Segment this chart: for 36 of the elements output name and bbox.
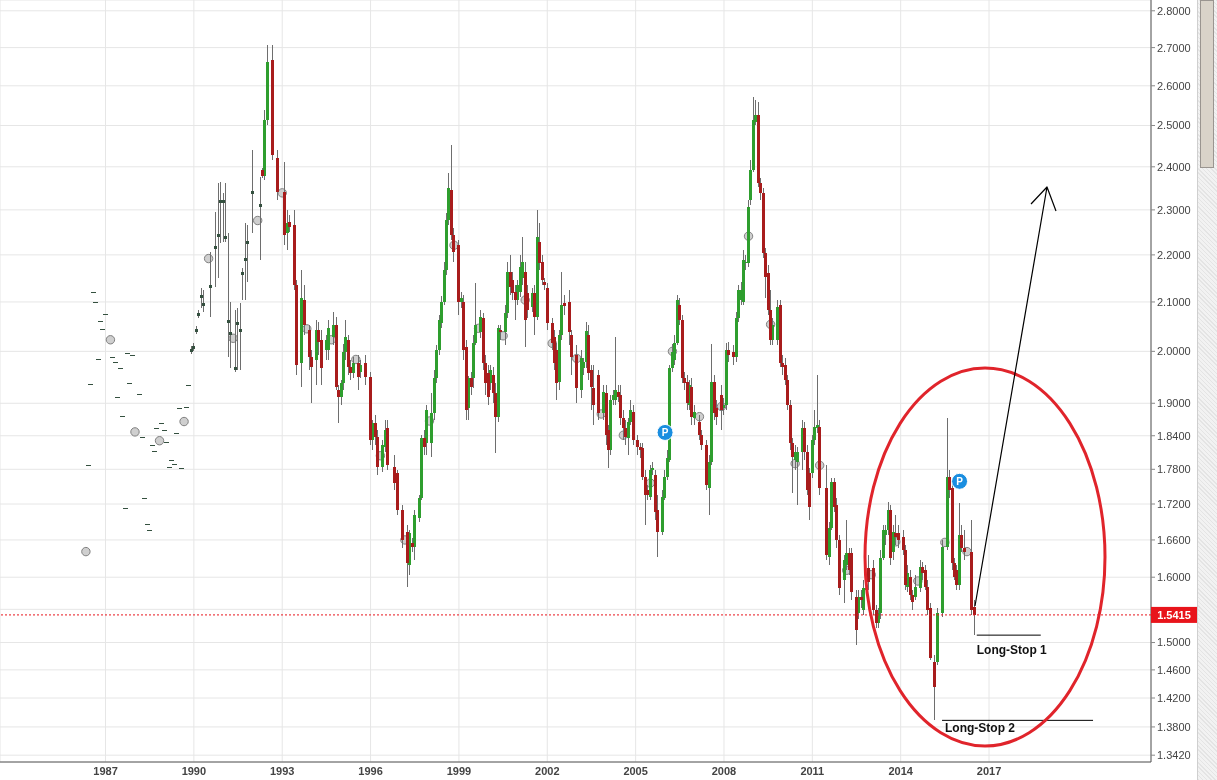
annotation: P: [956, 475, 964, 487]
y-tick-label: 2.6000: [1157, 79, 1191, 92]
y-tick-label: 1.6000: [1157, 571, 1191, 584]
x-tick-label: 1999: [446, 764, 472, 777]
x-tick-label: 2017: [976, 764, 1002, 777]
x-tick-label: 2008: [711, 764, 737, 777]
y-tick-label: 1.6600: [1157, 533, 1191, 546]
y-tick-label: 2.2000: [1157, 248, 1191, 261]
ref-line-label: 1.5415: [1157, 608, 1191, 621]
y-tick-label: 1.9000: [1157, 397, 1191, 410]
y-tick-label: 1.4200: [1157, 691, 1191, 704]
x-tick-label: 2002: [535, 764, 560, 777]
y-tick-label: 2.7000: [1157, 41, 1191, 54]
y-tick-label: 1.4600: [1157, 663, 1191, 676]
annotation: P: [661, 427, 669, 439]
x-tick-label: 1996: [358, 764, 383, 777]
y-tick-label: 2.0000: [1157, 345, 1191, 358]
x-tick-label: 2014: [888, 764, 914, 777]
y-tick-label: 1.3800: [1157, 720, 1191, 733]
y-tick-label: 2.8000: [1157, 4, 1191, 17]
x-tick-label: 1990: [181, 764, 207, 777]
annotation: Long-Stop 1: [976, 643, 1048, 658]
annotation: Long-Stop 2: [945, 721, 1016, 736]
y-tick-label: 1.7200: [1157, 497, 1191, 510]
y-tick-label: 2.3000: [1157, 203, 1191, 216]
x-tick-label: 2011: [800, 764, 825, 777]
y-tick-label: 2.1000: [1157, 295, 1191, 308]
y-tick-label: 2.5000: [1157, 119, 1191, 132]
x-tick-label: 1987: [93, 764, 118, 777]
x-tick-label: 1993: [269, 764, 295, 777]
y-tick-label: 1.5000: [1157, 636, 1191, 649]
y-tick-label: 1.7800: [1157, 463, 1191, 476]
x-tick-label: 2005: [623, 764, 648, 777]
y-tick-label: 1.3420: [1157, 749, 1191, 762]
y-tick-label: 2.4000: [1157, 160, 1191, 173]
y-tick-label: 1.8400: [1157, 429, 1191, 442]
